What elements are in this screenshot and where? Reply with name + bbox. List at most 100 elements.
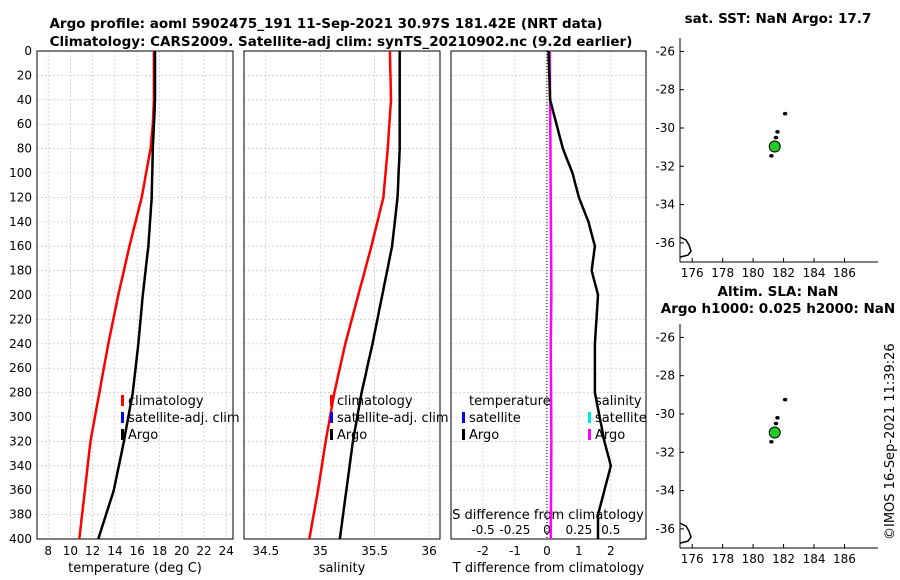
depth-tick-label: 140 xyxy=(9,215,32,229)
island-mark xyxy=(769,153,774,158)
lat-tick-label: -28 xyxy=(655,83,675,97)
x-axis-label: salinity xyxy=(319,561,366,576)
lon-tick-label: 186 xyxy=(833,552,856,566)
lon-tick-label: 176 xyxy=(681,552,704,566)
depth-tick-label: 220 xyxy=(9,312,32,326)
depth-tick-label: 280 xyxy=(9,386,32,400)
credit-label: ©IMOS 16-Sep-2021 11:39:26 xyxy=(883,343,898,540)
x-tick-label: 34.5 xyxy=(252,544,279,558)
x-tick-label: 18 xyxy=(152,544,167,558)
lon-tick-label: 182 xyxy=(772,552,795,566)
depth-tick-label: 80 xyxy=(17,142,32,156)
depth-tick-label: 240 xyxy=(9,337,32,351)
island-mark xyxy=(773,421,779,426)
island-mark xyxy=(773,135,779,140)
legend-temperature-swatch xyxy=(462,395,465,406)
x-tick-label: 14 xyxy=(107,544,122,558)
depth-tick-label: 20 xyxy=(17,68,32,82)
x-tick-label-top: -0.25 xyxy=(499,523,530,537)
map-subtitle: Argo h1000: 0.025 h2000: NaN xyxy=(661,301,895,317)
depth-tick-label: 300 xyxy=(9,410,32,424)
legend-satellite-label: satellite-adj. clim xyxy=(337,411,449,426)
figure-title-line2: Climatology: CARS2009. Satellite-adj cli… xyxy=(50,34,633,50)
depth-tick-label: 180 xyxy=(9,264,32,278)
island-mark xyxy=(775,416,780,420)
lon-tick-label: 178 xyxy=(711,552,734,566)
legend-salinity-swatch xyxy=(588,395,591,406)
legend-satellite-swatch xyxy=(330,412,333,423)
depth-tick-label: 320 xyxy=(9,434,32,448)
legend-temperature-label: temperature xyxy=(469,394,551,409)
x-tick-label-top: 0.5 xyxy=(601,523,620,537)
depth-tick-label: 160 xyxy=(9,239,32,253)
lat-tick-label: -36 xyxy=(655,522,675,536)
lon-tick-label: 180 xyxy=(742,552,765,566)
depth-tick-label: 340 xyxy=(9,459,32,473)
x-tick-label: 16 xyxy=(130,544,145,558)
axes-frame xyxy=(36,50,234,540)
lon-tick-label: 180 xyxy=(742,266,765,280)
x-tick-label-top: 0 xyxy=(543,523,551,537)
legend-sal-argo-swatch xyxy=(588,429,591,440)
temperature-diff-line xyxy=(547,50,613,539)
lat-tick-label: -34 xyxy=(655,484,675,498)
x-tick-label: 10 xyxy=(63,544,78,558)
x-tick-label: 2 xyxy=(607,544,615,558)
legend-climatology-label: climatology xyxy=(337,394,413,409)
depth-tick-label: 260 xyxy=(9,361,32,375)
x-tick-label: 20 xyxy=(174,544,189,558)
argo-position-marker xyxy=(768,426,781,439)
lon-tick-label: 184 xyxy=(803,266,826,280)
legend-argo-swatch xyxy=(330,429,333,440)
legend-sal-satellite-swatch xyxy=(588,412,591,423)
x-tick-label: -1 xyxy=(509,544,521,558)
map-title: Altim. SLA: NaN xyxy=(718,284,839,300)
climatology-sal-line xyxy=(308,50,393,540)
legend-argo-label: Argo xyxy=(337,428,367,443)
legend-climatology-label: climatology xyxy=(128,394,204,409)
x-axis-label: T difference from climatology xyxy=(452,561,645,576)
lat-tick-label: -34 xyxy=(655,198,675,212)
map-title: sat. SST: NaN Argo: 17.7 xyxy=(685,11,872,27)
coastline xyxy=(679,522,692,544)
legend-satellite-label: satellite-adj. clim xyxy=(128,411,240,426)
lon-tick-label: 184 xyxy=(803,552,826,566)
axes-frame xyxy=(243,50,441,540)
argo-position-marker xyxy=(768,140,781,153)
depth-tick-label: 360 xyxy=(9,483,32,497)
legend-satellite-swatch xyxy=(121,412,124,423)
lat-tick-label: -32 xyxy=(655,159,675,173)
x-axis-label-top: S difference from climatology xyxy=(452,508,644,523)
depth-tick-label: 380 xyxy=(9,508,32,522)
climatology-temp-line xyxy=(78,51,156,540)
lon-tick-label: 182 xyxy=(772,266,795,280)
legend-argo-label: Argo xyxy=(469,428,499,443)
legend-salinity-label: salinity xyxy=(595,394,642,409)
temperature-panel: 0 20 40 60 80 100 120 140 160 180 200 220 240 260 280 3… xyxy=(9,44,240,576)
lat-tick-label: -26 xyxy=(655,330,675,344)
argo-temp-line xyxy=(97,51,157,540)
x-tick-label: 22 xyxy=(196,544,211,558)
difference-panel: -2 -1 0 1 2 T difference from climatology S di… xyxy=(450,50,647,576)
lat-tick-label: -28 xyxy=(655,369,675,383)
lat-tick-label: -36 xyxy=(655,236,675,250)
island-mark xyxy=(782,397,788,402)
legend-climatology-swatch xyxy=(121,395,124,406)
x-tick-label: 1 xyxy=(575,544,583,558)
x-tick-label: 36 xyxy=(421,544,436,558)
legend-argo-label: Argo xyxy=(128,428,158,443)
legend-satellite-label: satellite xyxy=(469,411,521,426)
figure-title-line1: Argo profile: aoml 5902475_191 11-Sep-20… xyxy=(49,16,602,32)
island-mark xyxy=(782,111,788,116)
x-tick-label-top: 0.25 xyxy=(566,523,593,537)
legend-satellite-swatch xyxy=(462,412,465,423)
lat-tick-label: -32 xyxy=(655,445,675,459)
depth-tick-label: 400 xyxy=(9,532,32,546)
coastline xyxy=(679,236,692,258)
depth-tick-label: 100 xyxy=(9,166,32,180)
depth-tick-label: 60 xyxy=(17,117,32,131)
x-tick-label: 35 xyxy=(313,544,328,558)
depth-tick-label: 120 xyxy=(9,190,32,204)
